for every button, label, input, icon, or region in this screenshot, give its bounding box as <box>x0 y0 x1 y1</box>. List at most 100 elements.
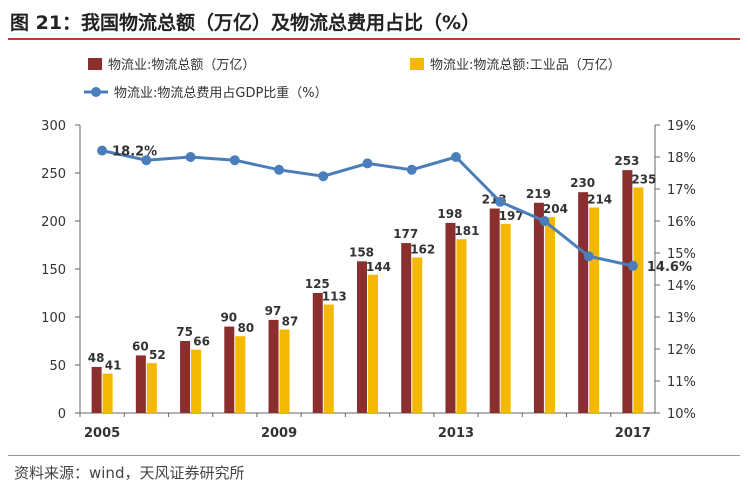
y-left-tick-label: 0 <box>58 407 66 422</box>
ratio-line: 18.2% 14.6% <box>97 145 692 275</box>
bar-total-label: 253 <box>614 154 639 168</box>
bar-total <box>622 170 633 413</box>
y-right-tick-label: 19% <box>667 119 696 134</box>
x-tick-label: 2017 <box>615 426 651 441</box>
ratio-point <box>539 216 550 226</box>
bar-industrial-label: 181 <box>454 224 479 238</box>
bar-industrial <box>235 336 246 413</box>
y-right-tick-label: 12% <box>667 343 696 358</box>
bar-industrial <box>323 304 334 413</box>
bar-industrial-label: 113 <box>322 290 347 304</box>
bar-industrial-label: 235 <box>631 172 656 186</box>
y-right-tick-label: 14% <box>667 279 696 294</box>
x-tick-label: 2013 <box>438 426 474 441</box>
bar-total-label: 158 <box>349 245 374 259</box>
bar-total <box>224 326 235 413</box>
bars <box>91 170 644 413</box>
bar-industrial-label: 41 <box>105 359 122 373</box>
bar-total <box>489 208 500 413</box>
bar-industrial <box>279 329 290 413</box>
legend-swatch-industrial <box>410 58 424 70</box>
bar-total-label: 219 <box>526 187 551 201</box>
bar-industrial-label: 197 <box>499 209 524 223</box>
legend-label-industrial: 物流业:物流总额:工业品（万亿） <box>430 58 621 73</box>
ratio-point-label: 18.2% <box>112 145 157 160</box>
ratio-point <box>185 152 196 162</box>
bar-industrial-label: 52 <box>149 348 166 362</box>
bar-total <box>135 355 146 413</box>
bar-total-label: 198 <box>437 207 462 221</box>
x-tick-label: 2009 <box>261 426 297 441</box>
y-right-tick-label: 15% <box>667 247 696 262</box>
bar-industrial <box>412 257 423 413</box>
bar-industrial <box>633 187 644 413</box>
source-note: 资料来源：wind，天风证券研究所 <box>14 464 245 482</box>
bar-industrial <box>500 223 511 413</box>
bar-total <box>312 293 323 413</box>
bar-total <box>91 366 102 413</box>
bar-industrial-label: 66 <box>193 335 210 349</box>
legend-label-total: 物流业:物流总额（万亿） <box>108 58 255 73</box>
bar-total-label: 60 <box>132 339 149 353</box>
y-left-tick-label: 50 <box>49 359 66 374</box>
legend-swatch-total <box>88 58 102 70</box>
bar-industrial <box>102 373 113 413</box>
legend-line-marker <box>91 87 101 97</box>
y-right-tick-label: 11% <box>667 375 696 390</box>
y-right-tick-label: 16% <box>667 215 696 230</box>
legend-label-ratio: 物流业:物流总费用占GDP比重（%） <box>114 85 328 101</box>
chart: 物流业:物流总额（万亿） 物流业:物流总额:工业品（万亿） 物流业:物流总费用占… <box>41 58 696 441</box>
y-left-tick-label: 150 <box>41 263 66 278</box>
bar-total-label: 177 <box>393 227 418 241</box>
legend: 物流业:物流总额（万亿） 物流业:物流总额:工业品（万亿） 物流业:物流总费用占… <box>84 58 621 101</box>
bar-industrial <box>146 363 157 413</box>
y-right-tick-label: 10% <box>667 407 696 422</box>
bar-industrial-label: 87 <box>282 314 299 328</box>
bar-industrial <box>368 274 378 413</box>
bar-total-label: 48 <box>88 351 105 365</box>
bar-industrial <box>544 217 555 413</box>
y-left-tick-label: 200 <box>41 215 66 230</box>
chart-title: 图 21：我国物流总额（万亿）及物流总费用占比（%） <box>10 12 481 34</box>
bar-total <box>180 341 191 413</box>
bar-industrial <box>456 239 467 413</box>
title-divider <box>8 38 740 40</box>
ratio-point <box>583 251 594 262</box>
ratio-point <box>362 158 373 169</box>
bar-industrial <box>589 207 600 413</box>
ratio-point <box>627 260 638 271</box>
bar-total <box>268 319 279 413</box>
bar-total <box>533 202 544 413</box>
bar-industrial-label: 80 <box>237 321 254 335</box>
ratio-point <box>318 171 329 182</box>
ratio-point <box>141 155 152 166</box>
y-axis-right-ticks: 10% 11% 12% 13% 14% 15% 16% 17% 18% 19% <box>655 119 696 422</box>
bar-total <box>401 243 412 413</box>
bar-total <box>445 222 456 413</box>
bar-industrial-label: 144 <box>366 260 391 274</box>
ratio-point <box>406 164 417 175</box>
bar-total-label: 75 <box>176 325 193 339</box>
ratio-point <box>495 196 506 207</box>
y-axis-left-ticks: 0 50 100 150 200 250 300 <box>41 119 80 422</box>
ratio-point <box>97 145 108 156</box>
x-tick-label: 2005 <box>84 426 120 441</box>
y-left-tick-label: 300 <box>41 119 66 134</box>
bar-total-label: 125 <box>305 277 330 291</box>
y-left-tick-label: 250 <box>41 167 66 182</box>
ratio-point-label: 14.6% <box>647 260 692 275</box>
bar-total <box>357 261 367 413</box>
bar-total <box>578 192 589 413</box>
y-right-tick-label: 17% <box>667 183 696 198</box>
ratio-point <box>274 164 285 175</box>
bar-industrial-label: 162 <box>410 242 435 256</box>
bar-industrial-label: 214 <box>587 193 612 207</box>
bar-industrial-label: 204 <box>543 202 568 216</box>
ratio-point <box>229 155 240 166</box>
x-axis-ticks: 2005 2009 2013 2017 <box>79 413 651 441</box>
bar-total-label: 90 <box>220 311 237 325</box>
y-left-tick-label: 100 <box>41 311 66 326</box>
footer-divider <box>8 455 740 456</box>
y-right-tick-label: 13% <box>667 311 696 326</box>
